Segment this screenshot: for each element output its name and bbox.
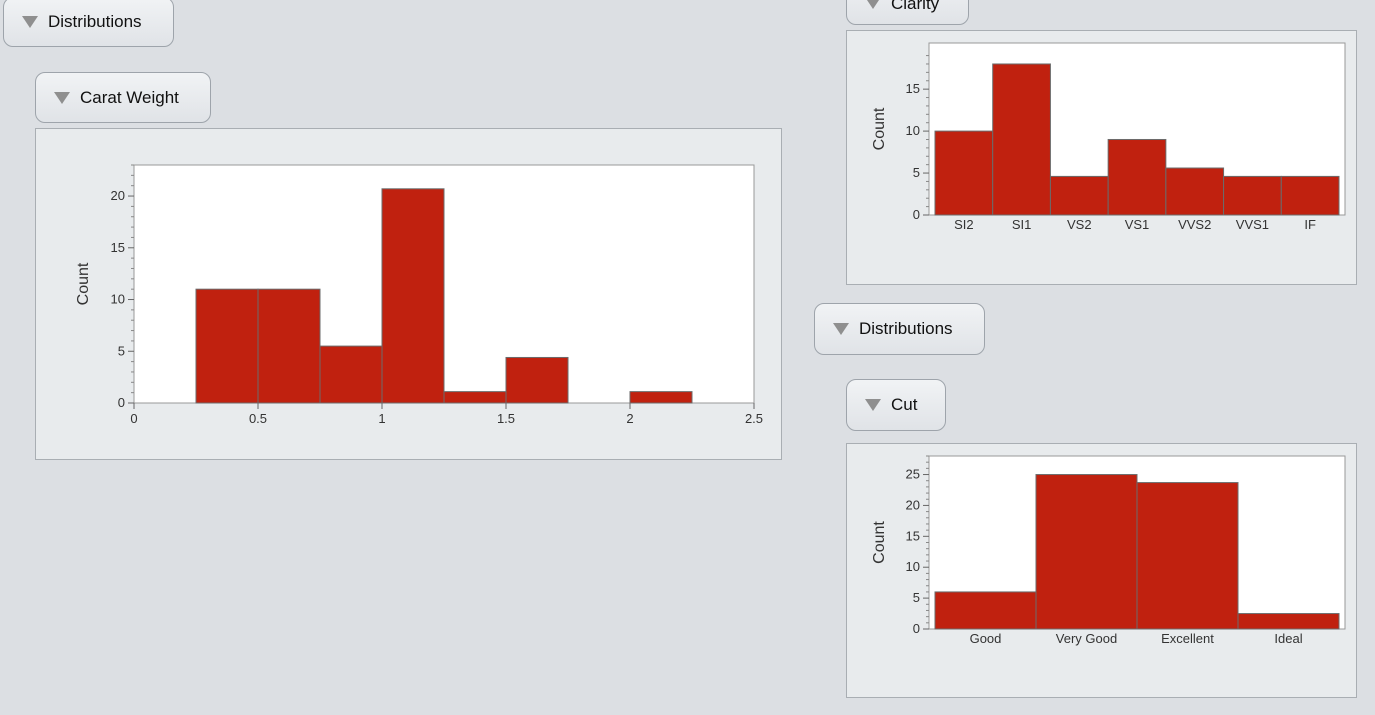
y-tick-label: 0 <box>913 621 920 636</box>
distributions-title-2: Distributions <box>859 319 953 338</box>
triangle-down-icon[interactable] <box>833 323 849 335</box>
x-category-label: Ideal <box>1274 631 1302 646</box>
triangle-down-icon[interactable] <box>865 0 881 9</box>
distributions-outline-header[interactable]: Distributions <box>3 0 174 47</box>
clarity-title: Clarity <box>891 0 940 13</box>
cut-bar-chart: 0 5 10 15 20 25 Count Good Very Good Excellent Ide… <box>871 455 1346 646</box>
y-axis-label: Count <box>871 521 888 564</box>
x-category-label: IF <box>1304 217 1316 232</box>
clarity-bar-chart: 0 5 10 15 Count SI2 SI1 VS2 VS1 VVS2 VVS1 IF <box>871 42 1346 232</box>
y-axis-label: Count <box>871 107 888 150</box>
y-tick-label: 15 <box>906 528 920 543</box>
bar <box>1280 175 1340 216</box>
bar <box>934 130 994 216</box>
histogram-bar <box>443 391 507 404</box>
histogram-bar <box>319 345 383 404</box>
y-tick-label: 0 <box>118 395 125 410</box>
y-axis-label: Count <box>75 262 92 305</box>
y-tick-label: 10 <box>111 292 125 307</box>
y-tick-label: 20 <box>111 188 125 203</box>
bar <box>1035 474 1138 630</box>
y-tick-label: 15 <box>906 81 920 96</box>
y-tick-label: 0 <box>913 207 920 222</box>
y-tick-label: 15 <box>111 240 125 255</box>
y-tick-label: 10 <box>906 123 920 138</box>
clarity-outline-header[interactable]: Clarity <box>846 0 969 25</box>
histogram-bar <box>505 356 569 404</box>
bar <box>1136 482 1239 630</box>
x-tick-label: 2 <box>626 411 633 426</box>
x-tick-label: 1.5 <box>497 411 515 426</box>
histogram-bar <box>381 188 445 404</box>
x-tick-label: 2.5 <box>745 411 763 426</box>
triangle-down-icon[interactable] <box>54 91 70 104</box>
x-category-label: SI2 <box>954 217 974 232</box>
carat-weight-histogram: 0 5 10 15 20 Count 0 0.5 1 1.5 2 2.5 <box>75 164 763 426</box>
y-tick-label: 20 <box>906 497 920 512</box>
cut-bar-chart-panel: 0 5 10 15 20 25 Count Good Very Good Excellent Ide… <box>846 443 1357 698</box>
bar <box>1223 175 1282 216</box>
x-category-label: VS1 <box>1125 217 1150 232</box>
x-category-label: VVS2 <box>1178 217 1211 232</box>
x-tick-label: 1 <box>378 411 385 426</box>
y-tick-label: 10 <box>906 559 920 574</box>
bar <box>992 63 1051 216</box>
bar <box>934 591 1037 630</box>
cut-outline-header[interactable]: Cut <box>846 379 946 431</box>
bar <box>1165 167 1225 216</box>
bar <box>1107 138 1167 216</box>
x-category-label: SI1 <box>1012 217 1032 232</box>
carat-weight-outline-header[interactable]: Carat Weight <box>35 72 211 123</box>
x-category-label: VS2 <box>1067 217 1092 232</box>
carat-weight-histogram-panel: 0 5 10 15 20 Count 0 0.5 1 1.5 2 2.5 <box>35 128 782 460</box>
carat-weight-title: Carat Weight <box>80 87 179 107</box>
y-tick-label: 5 <box>118 343 125 358</box>
y-tick-label: 5 <box>913 590 920 605</box>
histogram-bar <box>629 391 693 404</box>
x-category-label: Very Good <box>1056 631 1117 646</box>
distributions-outline-header-2[interactable]: Distributions <box>814 303 985 355</box>
x-category-label: Excellent <box>1161 631 1214 646</box>
x-category-label: VVS1 <box>1236 217 1269 232</box>
y-tick-label: 5 <box>913 165 920 180</box>
triangle-down-icon[interactable] <box>865 399 881 411</box>
x-tick-label: 0 <box>130 411 137 426</box>
x-category-label: Good <box>970 631 1002 646</box>
histogram-bar <box>195 288 259 404</box>
cut-title: Cut <box>891 395 918 414</box>
x-tick-label: 0.5 <box>249 411 267 426</box>
y-tick-label: 25 <box>906 467 920 482</box>
distributions-title: Distributions <box>48 12 142 31</box>
bar <box>1049 175 1109 216</box>
histogram-bar <box>257 288 321 404</box>
clarity-bar-chart-panel: 0 5 10 15 Count SI2 SI1 VS2 VS1 VVS2 VVS1 IF <box>846 30 1357 285</box>
triangle-down-icon[interactable] <box>22 16 38 28</box>
bar <box>1237 613 1340 630</box>
